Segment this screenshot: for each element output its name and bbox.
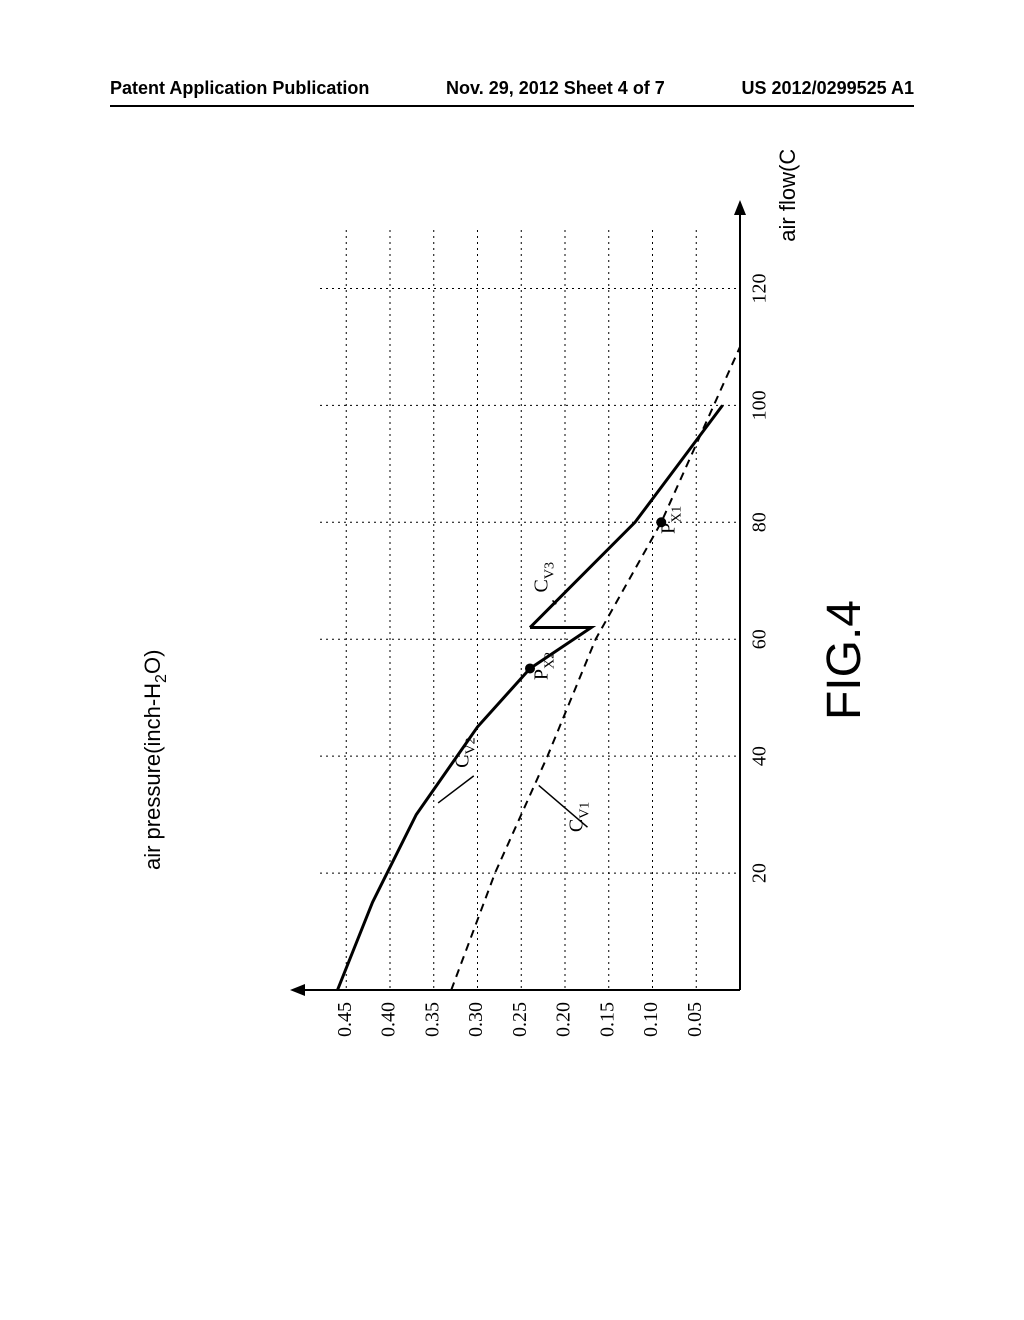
chart-container: 20 40 60 80 100 120 0.05 0.10 0.15 0.20 0.25 0.30 0.…	[120, 150, 880, 1150]
svg-text:air pressure(inch-H2O): air pressure(inch-H2O)	[140, 650, 170, 870]
header-right: US 2012/0299525 A1	[742, 78, 914, 99]
svg-text:0.15: 0.15	[596, 1002, 618, 1037]
svg-text:100: 100	[749, 390, 771, 420]
svg-text:0.40: 0.40	[378, 1002, 400, 1037]
svg-text:air flow(CFM): air flow(CFM)	[775, 150, 800, 242]
svg-text:FIG.4: FIG.4	[818, 600, 871, 720]
svg-text:0.05: 0.05	[684, 1002, 706, 1037]
svg-text:CV1: CV1	[566, 802, 593, 832]
chart-svg: 20 40 60 80 100 120 0.05 0.10 0.15 0.20 0.25 0.30 0.…	[120, 150, 880, 1150]
header-left: Patent Application Publication	[110, 78, 369, 99]
svg-text:40: 40	[749, 746, 771, 766]
patent-header: Patent Application Publication Nov. 29, …	[0, 78, 1024, 99]
svg-text:0.20: 0.20	[553, 1002, 575, 1037]
svg-text:0.25: 0.25	[509, 1002, 531, 1037]
svg-text:0.35: 0.35	[421, 1002, 443, 1037]
svg-text:0.45: 0.45	[334, 1002, 356, 1037]
svg-text:0.10: 0.10	[640, 1002, 662, 1037]
svg-text:0.30: 0.30	[465, 1002, 487, 1037]
header-center: Nov. 29, 2012 Sheet 4 of 7	[446, 78, 665, 99]
svg-text:120: 120	[749, 273, 771, 303]
svg-text:CV3: CV3	[531, 562, 558, 592]
svg-text:20: 20	[749, 863, 771, 883]
svg-text:60: 60	[749, 629, 771, 649]
header-divider	[110, 105, 914, 107]
svg-text:CV2: CV2	[452, 737, 479, 767]
svg-text:80: 80	[749, 512, 771, 532]
